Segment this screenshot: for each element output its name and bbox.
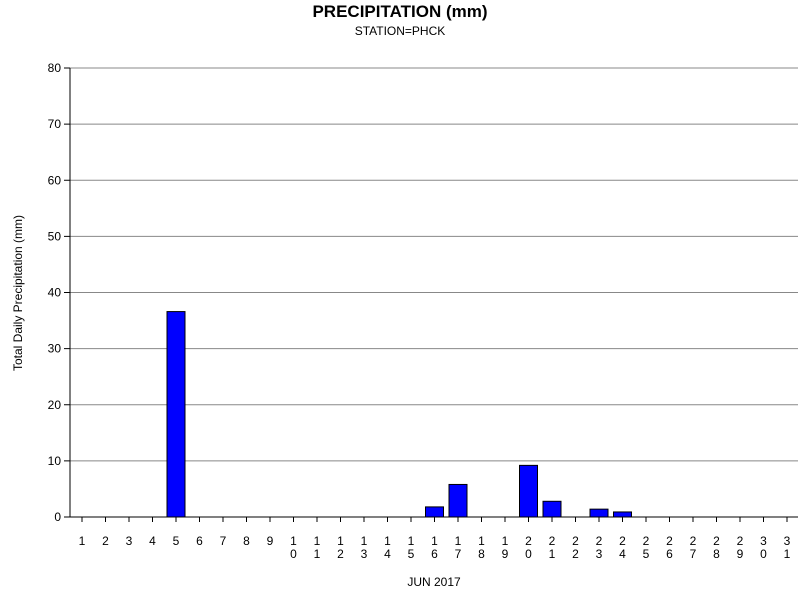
y-tick-label: 60 (48, 173, 62, 187)
bar-day-20 (519, 464, 538, 518)
x-tick-label: 3 (126, 534, 133, 548)
y-tick-label: 10 (48, 454, 62, 468)
x-tick-label: 1 (79, 534, 86, 548)
bar-day-5 (166, 311, 186, 518)
y-tick-label: 0 (54, 510, 61, 524)
bar-day-23 (589, 508, 609, 518)
y-tick-label: 40 (48, 286, 62, 300)
x-tick-label: 6 (196, 534, 203, 548)
x-tick-label: 9 (267, 534, 274, 548)
y-tick-label: 20 (48, 398, 62, 412)
bar-day-17 (448, 483, 468, 518)
bars (166, 311, 632, 518)
y-tick-label: 80 (48, 61, 62, 75)
x-tick-label: 7 (220, 534, 227, 548)
bar-day-16 (425, 506, 444, 518)
y-tick-label: 50 (48, 229, 62, 243)
y-axis-label: Total Daily Precipitation (mm) (11, 215, 25, 371)
x-tick-label: 8 (243, 534, 250, 548)
y-tick-label: 70 (48, 117, 62, 131)
x-tick-label: 5 (173, 534, 180, 548)
bar-day-21 (542, 500, 562, 518)
chart-title: PRECIPITATION (mm) (312, 2, 487, 21)
y-tick-label: 30 (48, 342, 62, 356)
axes (64, 67, 798, 522)
bar-day-24 (613, 511, 632, 518)
x-tick-label: 2 (102, 534, 109, 548)
chart-subtitle: STATION=PHCK (355, 24, 446, 38)
x-tick-label: 4 (149, 534, 156, 548)
x-axis-label: JUN 2017 (407, 575, 461, 589)
gridlines (70, 67, 798, 462)
